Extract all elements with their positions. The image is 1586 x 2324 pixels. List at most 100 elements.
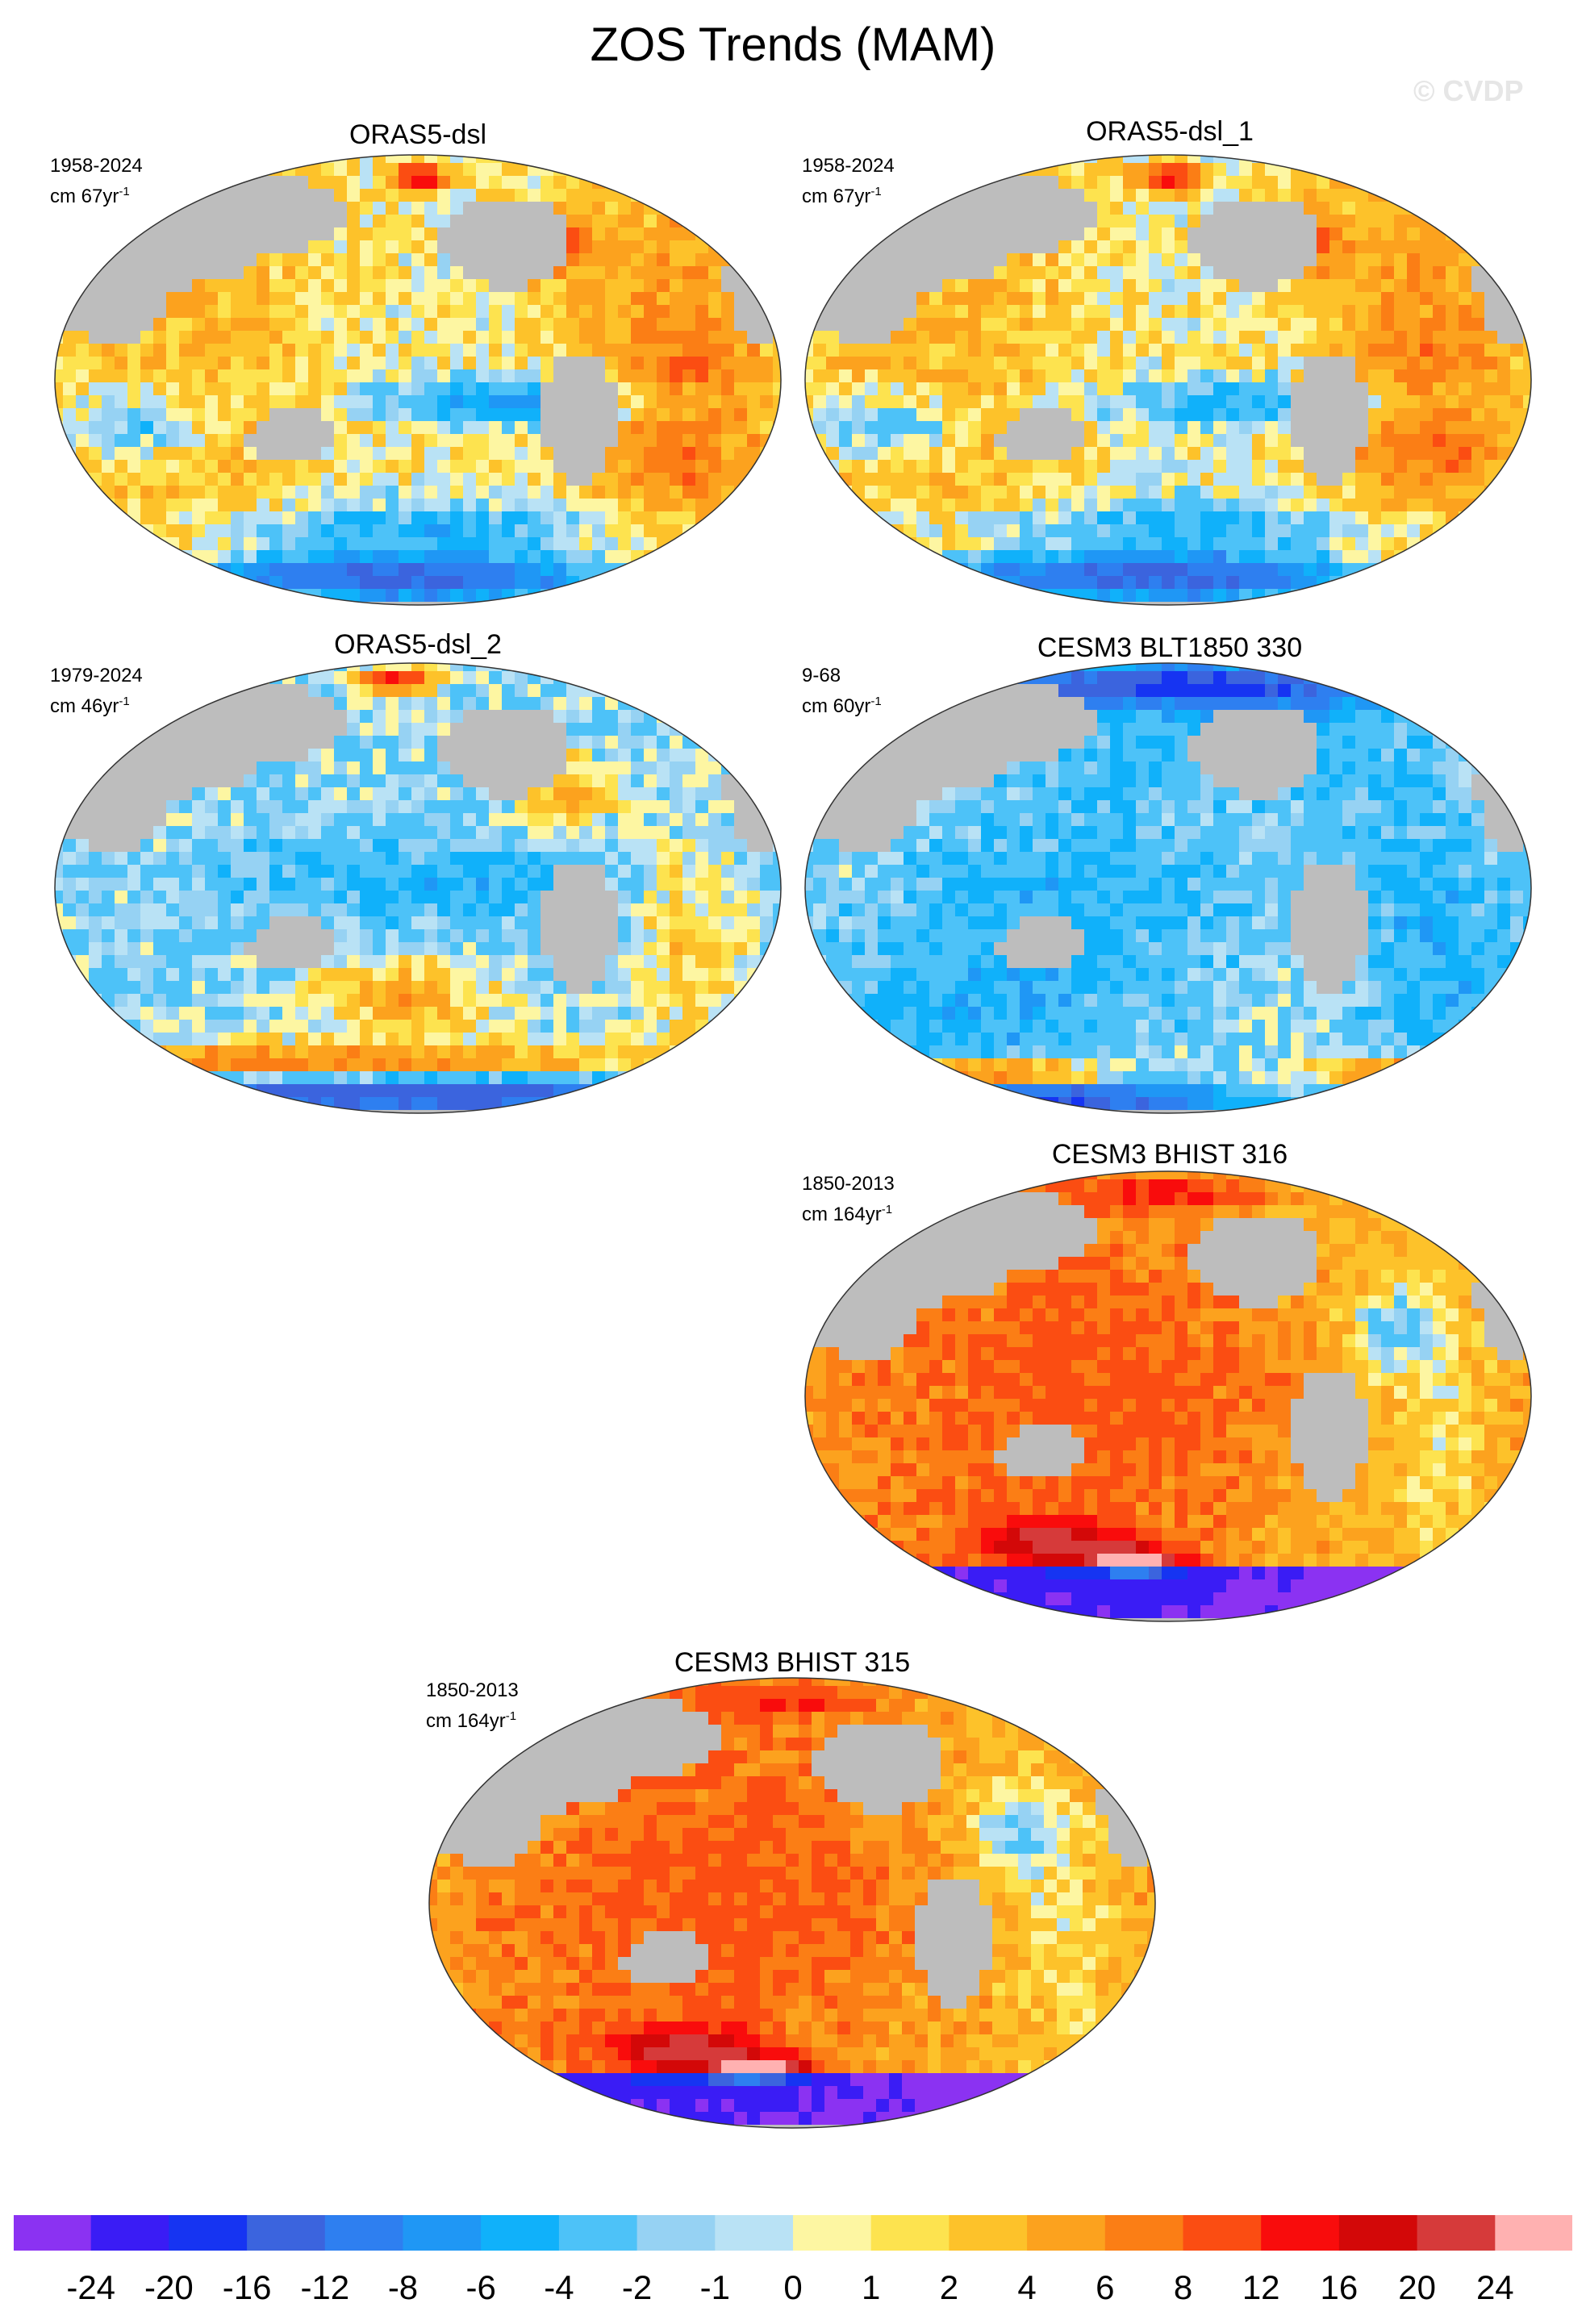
map-cell [347, 305, 361, 319]
map-cell [502, 602, 515, 605]
map-cell [528, 787, 541, 801]
map-cell [839, 163, 853, 177]
map-cell [1213, 292, 1227, 306]
map-cell [1291, 227, 1304, 241]
map-cell [670, 710, 683, 724]
map-cell [515, 305, 528, 319]
map-cell [644, 524, 657, 538]
map-cell [63, 421, 77, 435]
map-cell [1187, 550, 1201, 564]
map-cell [760, 253, 774, 267]
map-cell [76, 240, 90, 254]
map-cell [553, 434, 567, 448]
map-cell [618, 826, 632, 840]
map-cell [179, 253, 193, 267]
map-cell [942, 369, 956, 383]
map-cell [489, 155, 503, 164]
map-cell [1071, 447, 1085, 461]
map-cell [1278, 511, 1292, 525]
map-cell [166, 723, 180, 736]
map-cell [1007, 253, 1020, 267]
map-cell [140, 761, 154, 775]
map-cell [592, 499, 606, 512]
map-cell [153, 537, 167, 551]
map-cell [1239, 227, 1253, 241]
map-cell [166, 163, 180, 177]
map-cell [1278, 305, 1292, 319]
map-cell [205, 663, 219, 672]
map-cell [360, 421, 374, 435]
map-cell [55, 318, 64, 332]
map-cell [1329, 369, 1343, 383]
map-cell [269, 331, 283, 344]
map-cell [244, 215, 257, 228]
map-cell [1252, 447, 1266, 461]
map-cell [540, 369, 554, 383]
map-cell [244, 787, 257, 801]
map-cell [631, 369, 645, 383]
map-cell [1071, 253, 1085, 267]
map-cell [179, 826, 193, 840]
map-cell [1484, 357, 1498, 370]
map-cell [981, 382, 995, 396]
map-cell [115, 460, 128, 474]
map-cell [553, 499, 567, 512]
map-cell [682, 253, 696, 267]
map-cell [1471, 163, 1485, 177]
map-cell [373, 202, 386, 215]
map-cell [1407, 240, 1421, 254]
map-cell [1510, 550, 1524, 564]
map-cell [76, 736, 90, 749]
map-cell [179, 787, 193, 801]
map-cell [579, 279, 593, 293]
map-cell [1020, 511, 1033, 525]
map-cell [540, 710, 554, 724]
map-cell [321, 292, 335, 306]
map-cell [1200, 318, 1214, 332]
map-cell [618, 331, 632, 344]
map-cell [1200, 163, 1214, 177]
map-cell [528, 408, 541, 422]
map-cell [865, 189, 879, 202]
map-cell [1368, 460, 1382, 474]
map-cell [373, 486, 386, 499]
map-cell [347, 736, 361, 749]
map-cell [437, 839, 451, 853]
map-cell [1058, 537, 1072, 551]
map-cell [1097, 486, 1111, 499]
map-cell [257, 163, 270, 177]
map-cell [1523, 369, 1531, 383]
map-cell [63, 227, 77, 241]
map-cell [502, 774, 515, 788]
map-cell [231, 710, 244, 724]
map-cell [89, 761, 102, 775]
map-cell [644, 163, 657, 177]
map-cell [1226, 576, 1240, 590]
map-cell [502, 839, 515, 853]
map-cell [878, 176, 891, 190]
map-cell [721, 826, 735, 840]
map-cell [321, 602, 335, 605]
map-cell [721, 499, 735, 512]
map-cell [489, 736, 503, 749]
map-cell [308, 499, 322, 512]
map-cell [1020, 421, 1033, 435]
map-cell [839, 537, 853, 551]
map-cell [1162, 279, 1175, 293]
map-cell [1033, 486, 1046, 499]
map-cell [644, 292, 657, 306]
map-cell [1523, 473, 1531, 486]
map-cell [734, 663, 748, 672]
map-cell [515, 434, 528, 448]
map-cell [218, 774, 232, 788]
map-cell [1213, 486, 1227, 499]
map-cell [1213, 163, 1227, 177]
map-cell [657, 189, 670, 202]
map-cell [140, 369, 154, 383]
map-cell [670, 537, 683, 551]
map-cell [631, 749, 645, 762]
map-cell [1497, 266, 1511, 280]
map-cell [386, 761, 399, 775]
map-cell [399, 155, 412, 164]
map-cell [813, 486, 827, 499]
